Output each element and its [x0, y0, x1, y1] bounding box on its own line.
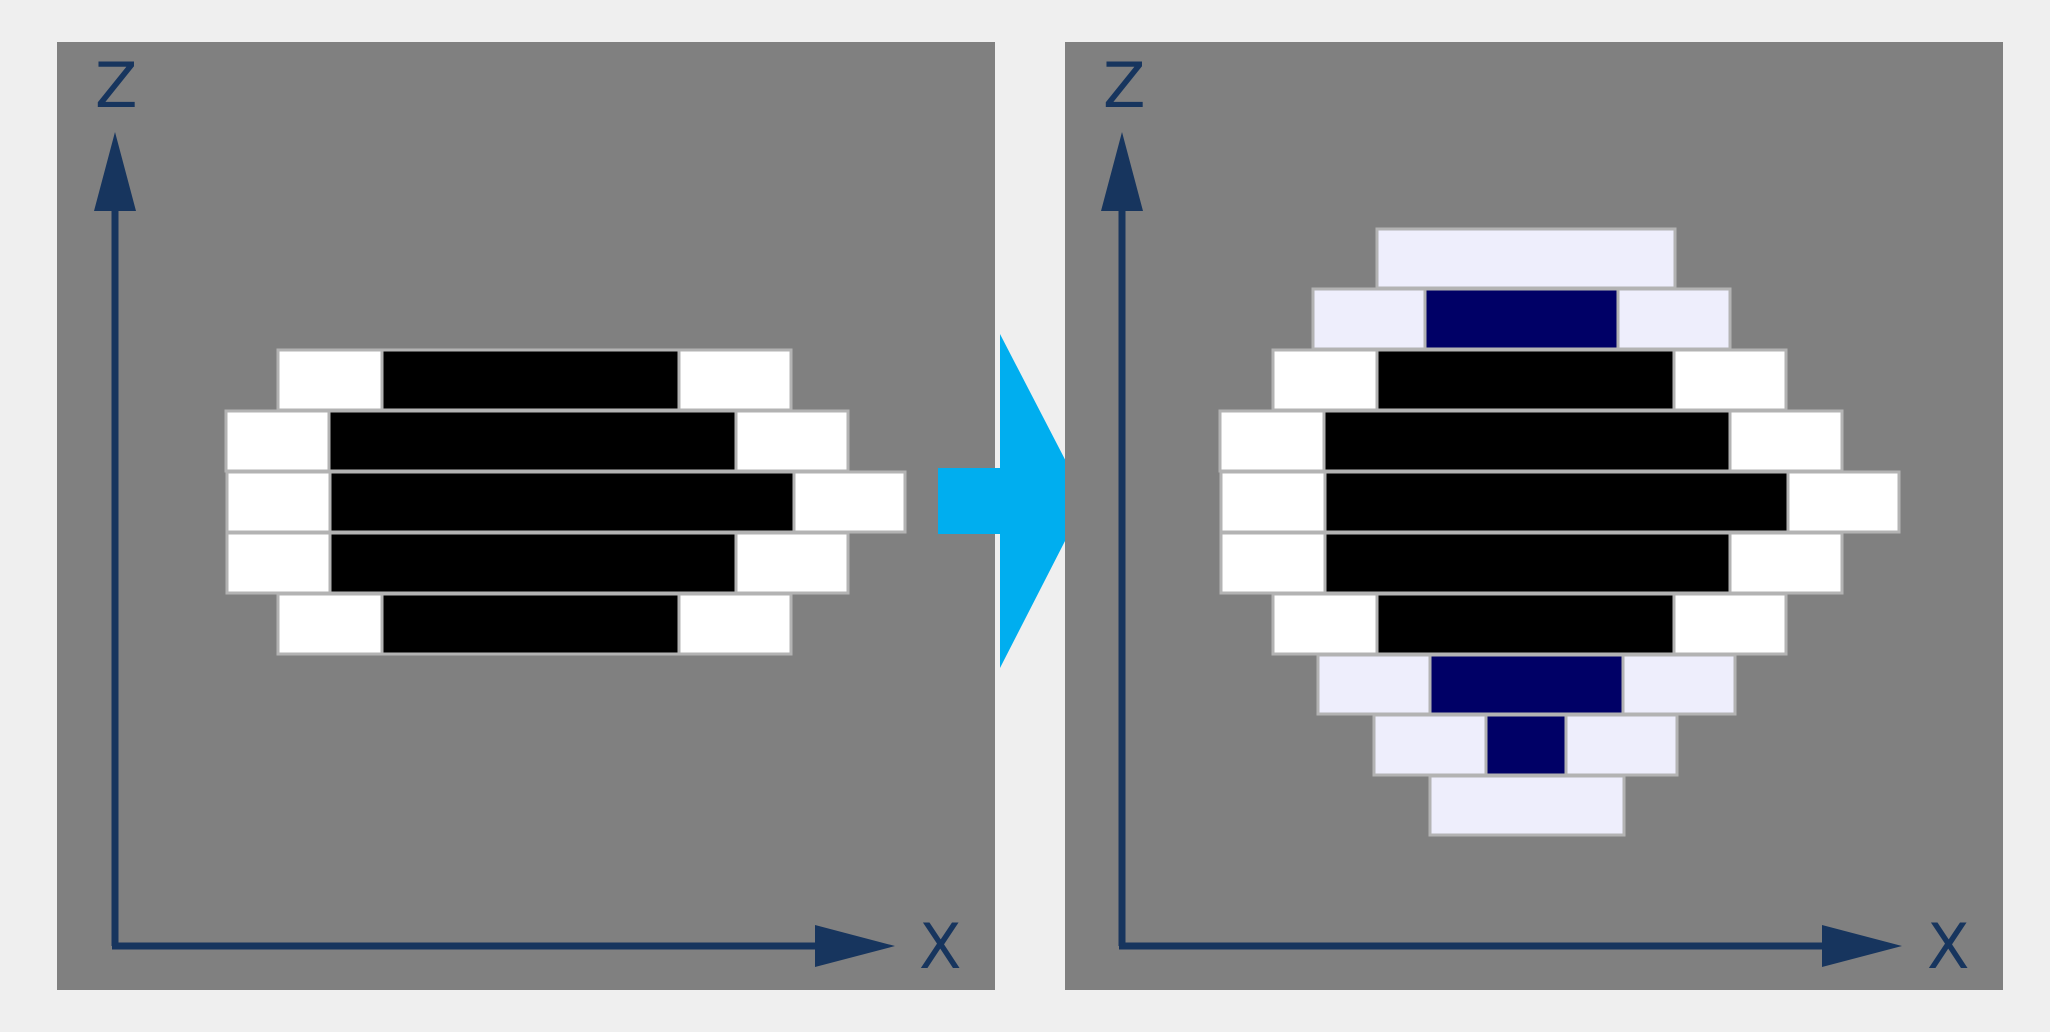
left-white-cell-r3c3 — [792, 470, 907, 534]
left-white-cell-r2c1 — [224, 409, 331, 473]
right-white-cell-r4c1 — [1218, 409, 1326, 473]
right-navy-cell-r8c2 — [1428, 653, 1625, 716]
right-black-cell-r3c2 — [1375, 348, 1676, 412]
right-navy-cell-r2c2 — [1423, 287, 1620, 351]
right-light-cell-r10c1 — [1428, 774, 1626, 837]
left-cell-grid — [224, 348, 907, 656]
right-z-axis-label: Z — [1103, 49, 1145, 122]
left-white-cell-r5c3 — [677, 592, 793, 656]
left-black-cell-r4c2 — [328, 531, 738, 595]
right-white-cell-r5c3 — [1786, 470, 1901, 534]
left-axes — [94, 132, 895, 967]
right-light-cell-r1c1 — [1375, 227, 1677, 290]
left-white-cell-r5c1 — [276, 592, 384, 656]
right-white-cell-r6c3 — [1728, 531, 1844, 595]
right-x-axis-label: X — [1927, 910, 1969, 983]
right-light-cell-r9c1 — [1372, 713, 1488, 777]
right-white-cell-r3c3 — [1672, 348, 1788, 412]
left-black-cell-r2c2 — [327, 409, 738, 473]
right-white-cell-r7c1 — [1271, 592, 1379, 656]
right-light-cell-r9c3 — [1564, 713, 1679, 777]
right-black-cell-r4c2 — [1322, 409, 1732, 473]
left-x-axis-arrowhead-icon — [815, 925, 895, 967]
left-white-cell-r2c3 — [734, 409, 850, 473]
right-navy-cell-r9c2 — [1484, 713, 1568, 777]
left-black-cell-r1c2 — [380, 348, 681, 412]
right-black-cell-r7c2 — [1375, 592, 1676, 656]
right-white-cell-r6c1 — [1219, 531, 1327, 595]
right-light-cell-r8c1 — [1316, 653, 1432, 716]
left-x-axis-label: X — [919, 910, 961, 983]
right-light-cell-r2c3 — [1616, 287, 1732, 351]
left-white-cell-r4c1 — [225, 531, 332, 595]
left-black-cell-r5c2 — [380, 592, 681, 656]
right-white-cell-r7c3 — [1672, 592, 1788, 656]
left-black-cell-r3c2 — [328, 470, 796, 534]
right-white-cell-r4c3 — [1728, 409, 1844, 473]
right-white-cell-r5c1 — [1219, 470, 1327, 534]
right-arrow-icon — [938, 334, 1086, 668]
right-z-axis-arrowhead-icon — [1101, 132, 1143, 211]
left-panel: Z X — [57, 42, 995, 990]
right-cell-grid — [1218, 227, 1901, 837]
left-white-cell-r4c3 — [734, 531, 850, 595]
right-light-cell-r8c3 — [1621, 653, 1737, 716]
left-z-axis-label: Z — [95, 49, 137, 122]
right-axes — [1101, 132, 1902, 967]
right-light-cell-r2c1 — [1311, 287, 1427, 351]
left-white-cell-r1c3 — [677, 348, 793, 412]
right-white-cell-r3c1 — [1271, 348, 1379, 412]
right-x-axis-arrowhead-icon — [1822, 925, 1902, 967]
left-z-axis-arrowhead-icon — [94, 132, 136, 211]
right-black-cell-r6c2 — [1323, 531, 1732, 595]
right-panel: Z X — [1065, 42, 2003, 990]
right-black-cell-r5c2 — [1323, 470, 1790, 534]
left-white-cell-r3c1 — [225, 470, 332, 534]
left-white-cell-r1c1 — [276, 348, 384, 412]
